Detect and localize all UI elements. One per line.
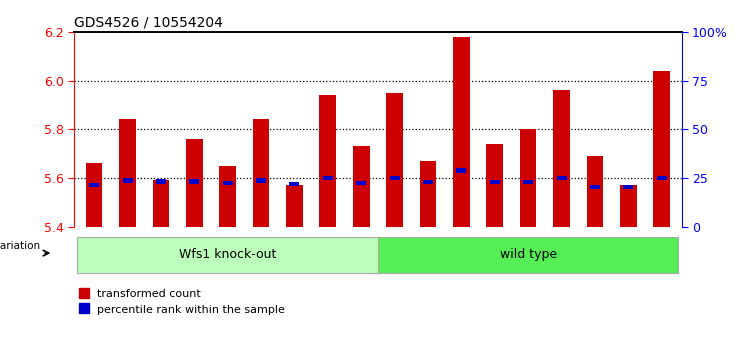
Bar (78, 237, 378, 273)
Bar (657, 176, 667, 180)
Bar (556, 176, 567, 180)
Bar (286, 185, 303, 227)
Bar (219, 166, 236, 227)
Bar (423, 180, 433, 184)
Bar (122, 178, 133, 183)
Bar (390, 176, 399, 180)
Bar (623, 185, 634, 189)
Bar (153, 180, 169, 227)
Text: Wfs1 knock-out: Wfs1 knock-out (179, 249, 276, 261)
Bar (189, 179, 199, 184)
Text: GDS4526 / 10554204: GDS4526 / 10554204 (74, 15, 223, 29)
Bar (86, 163, 102, 227)
Bar (490, 180, 499, 184)
Bar (253, 120, 270, 227)
Bar (186, 139, 202, 227)
Bar (523, 180, 534, 184)
Bar (319, 95, 336, 227)
Bar (620, 185, 637, 227)
Bar (222, 181, 233, 185)
Bar (654, 71, 670, 227)
Bar (156, 179, 166, 184)
Bar (89, 183, 99, 187)
Bar (456, 169, 466, 173)
Bar (353, 146, 370, 227)
Bar (119, 120, 136, 227)
Legend: transformed count, percentile rank within the sample: transformed count, percentile rank withi… (79, 289, 285, 315)
Bar (378, 237, 678, 273)
Bar (587, 156, 603, 227)
Bar (486, 144, 503, 227)
Text: genotype/variation: genotype/variation (0, 241, 41, 251)
Bar (386, 93, 403, 227)
Bar (590, 185, 600, 189)
Bar (419, 161, 436, 227)
Bar (453, 37, 470, 227)
Bar (256, 178, 266, 183)
Bar (519, 129, 536, 227)
Bar (323, 176, 333, 180)
Text: wild type: wild type (499, 249, 556, 261)
Bar (356, 181, 366, 185)
Bar (290, 182, 299, 186)
Bar (554, 90, 570, 227)
